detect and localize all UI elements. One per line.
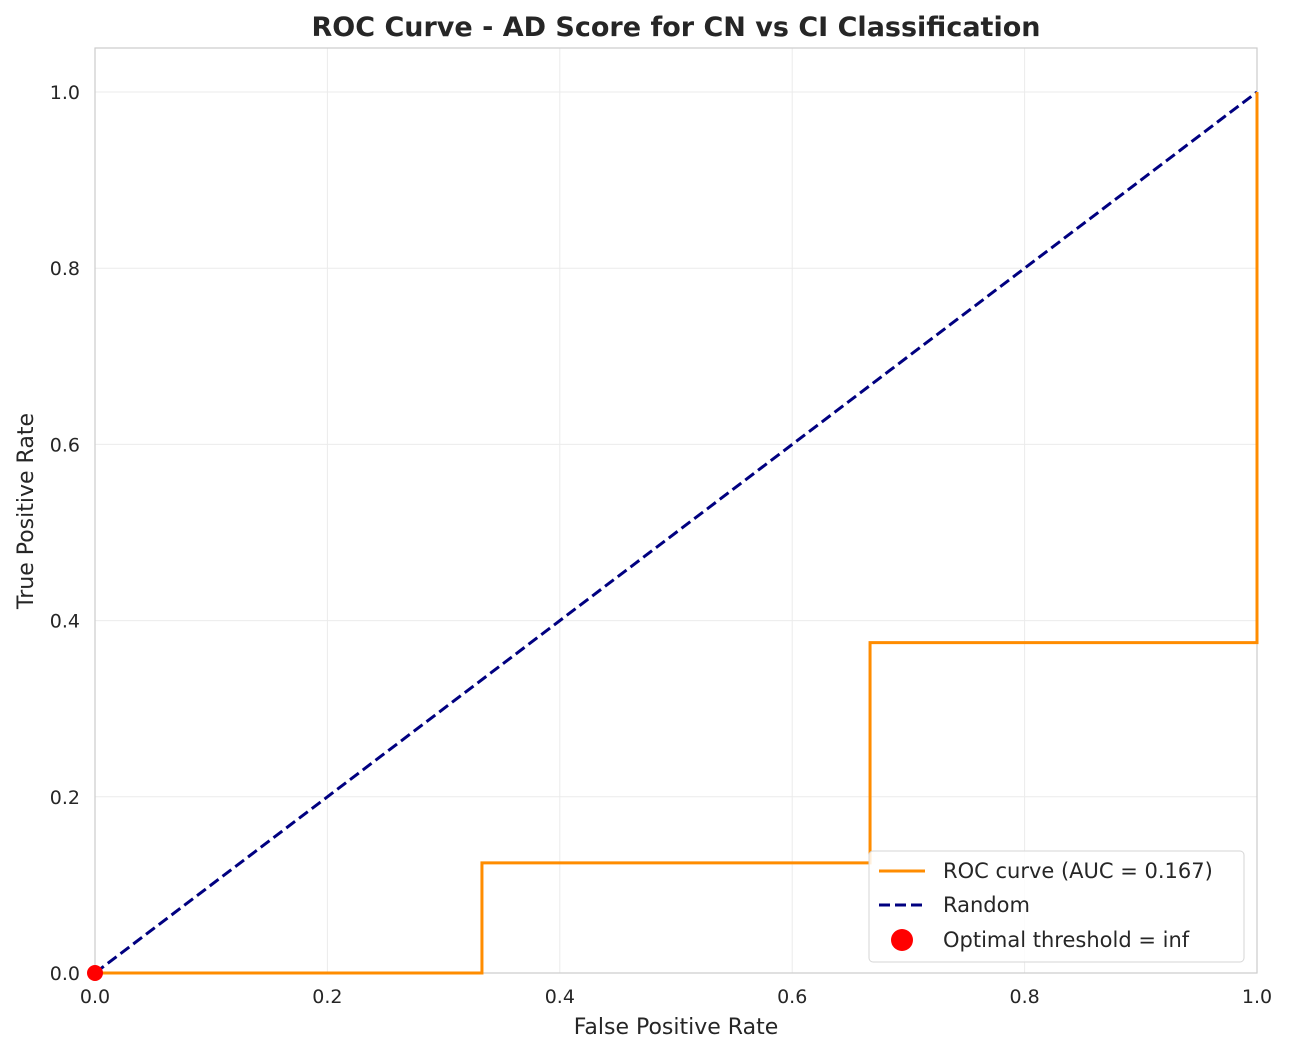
y-tick-label: 0.4 (50, 611, 80, 633)
x-tick-label: 0.4 (545, 986, 575, 1008)
y-tick-label: 0.8 (50, 258, 80, 280)
legend-label-roc-curve: ROC curve (AUC = 0.167) (943, 859, 1213, 883)
tick-labels: 0.0 0.2 0.4 0.6 0.8 1.0 0.0 0.2 0.4 0.6 0.8 1.0 (50, 82, 1272, 1008)
y-tick-label: 0.6 (50, 434, 80, 456)
y-tick-label: 1.0 (50, 82, 80, 104)
grid-lines (94, 48, 1258, 974)
chart-title: ROC Curve - AD Score for CN vs CI Classi… (312, 12, 1041, 43)
random-baseline-line (94, 90, 1258, 975)
y-axis-label: True Positive Rate (14, 413, 39, 610)
y-tick-label: 0.0 (50, 963, 80, 985)
x-tick-label: 0.8 (1009, 986, 1039, 1008)
x-axis-label: False Positive Rate (574, 1015, 778, 1040)
optimal-threshold-marker (87, 965, 103, 981)
legend-box (868, 850, 1245, 963)
marker-layer (87, 965, 103, 981)
x-tick-label: 0.0 (80, 986, 110, 1008)
x-tick-label: 0.2 (312, 986, 342, 1008)
x-tick-label: 1.0 (1242, 986, 1272, 1008)
legend: ROC curve (AUC = 0.167) Random Optimal t… (868, 850, 1245, 963)
x-tick-label: 0.6 (777, 986, 807, 1008)
y-tick-label: 0.2 (50, 787, 80, 809)
legend-label-optimal-threshold: Optimal threshold = inf (943, 928, 1190, 952)
legend-label-random: Random (943, 893, 1030, 917)
legend-marker-optimal-threshold (891, 929, 913, 951)
